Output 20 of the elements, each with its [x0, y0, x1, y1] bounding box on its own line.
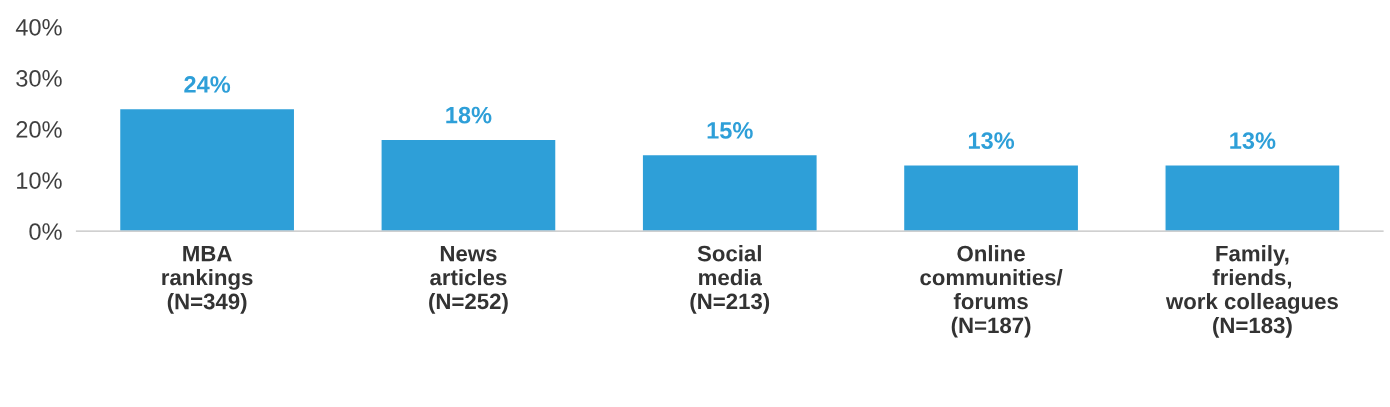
bar: [380, 138, 557, 232]
data-label: 15%: [707, 122, 753, 139]
y-tick-label: 20%: [16, 121, 62, 138]
x-tick-label: Social media (N=213): [690, 245, 770, 314]
x-tick-label: Family, friends, work colleagues (N=183): [1165, 245, 1338, 338]
x-tick-label: Online communities/ forums (N=187): [920, 245, 1063, 338]
data-label: 13%: [1230, 132, 1276, 150]
x-tick-label: MBA rankings (N=349): [162, 245, 253, 314]
data-label: 13%: [968, 132, 1015, 150]
y-tick-label: 0%: [29, 223, 62, 240]
x-tick-label: News articles (N=252): [429, 245, 508, 314]
bar: [118, 107, 296, 232]
y-tick-label: 30%: [16, 70, 62, 87]
bar: [641, 153, 818, 232]
data-label: 24%: [184, 76, 231, 93]
bar: [902, 164, 1080, 232]
y-tick-label: 10%: [17, 172, 62, 189]
y-tick-label: 40%: [15, 18, 62, 36]
bar: [1164, 164, 1341, 232]
data-label: 18%: [446, 106, 492, 124]
